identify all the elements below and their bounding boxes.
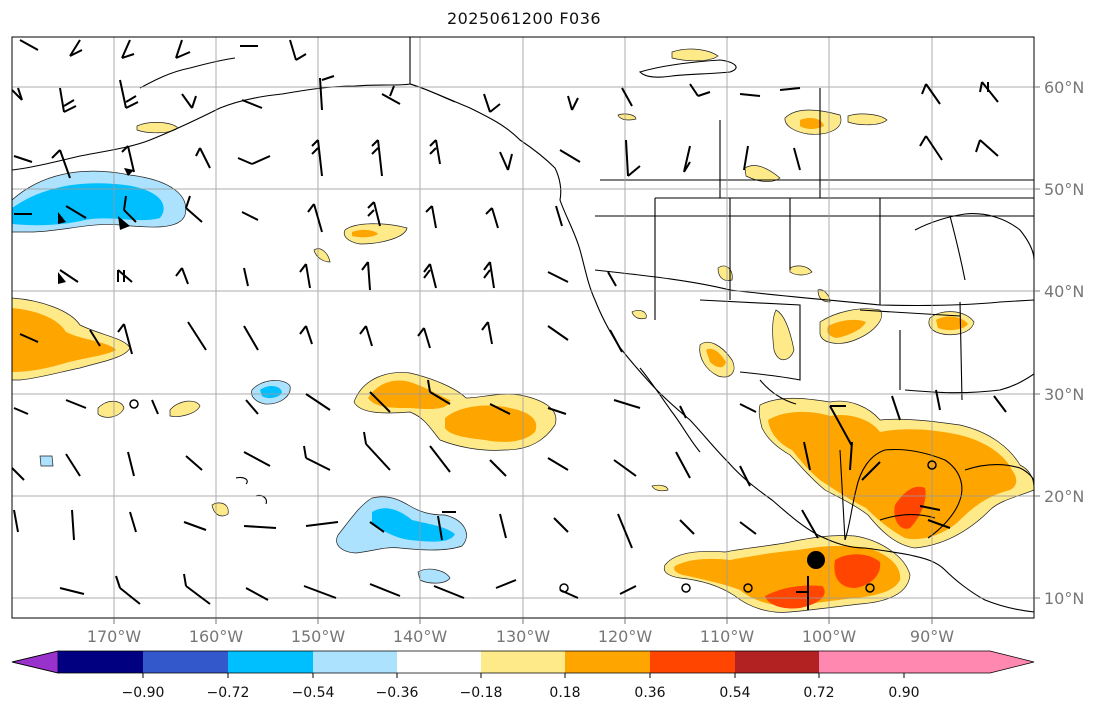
longitude-label: 140°W: [393, 627, 448, 646]
colorbar-segment: [735, 651, 819, 673]
colorbar-tick-label: −0.90: [122, 685, 165, 701]
coastlines: [12, 37, 1034, 613]
colorbar-segment: [58, 651, 143, 673]
latitude-label: 60°N: [1044, 78, 1084, 97]
colorbar-segment: [143, 651, 228, 673]
gridlines: [12, 37, 1034, 618]
colorbar: −0.90 −0.72 −0.54 −0.36 −0.18 0.18 0.36 …: [11, 650, 1035, 701]
latitude-label: 20°N: [1044, 487, 1084, 506]
colorbar-segment: [481, 651, 565, 673]
longitude-label: 160°W: [189, 627, 244, 646]
colorbar-extend-max: [904, 651, 1034, 673]
colorbar-ticks: [142, 673, 905, 678]
map-title: 2025061200 F036: [446, 9, 602, 28]
longitude-label: 170°W: [87, 627, 142, 646]
wind-barbs: [12, 39, 1007, 610]
colorbar-outline: [11, 650, 1035, 674]
colorbar-segment: [228, 651, 313, 673]
colorbar-segment: [565, 651, 650, 673]
colorbar-segment: [397, 651, 481, 673]
longitude-label: 150°W: [291, 627, 346, 646]
colorbar-segment: [650, 651, 735, 673]
colorbar-tick-label: −0.54: [292, 685, 335, 701]
colorbar-segment: [819, 651, 904, 673]
latitude-labels: 60°N 50°N 40°N 30°N 20°N 10°N: [1044, 78, 1084, 608]
longitude-label: 110°W: [700, 627, 755, 646]
colorbar-tick-label: −0.18: [460, 685, 503, 701]
latitude-label: 10°N: [1044, 589, 1084, 608]
longitude-label: 100°W: [802, 627, 857, 646]
longitude-label: 90°W: [910, 627, 954, 646]
map-area: [12, 37, 1034, 618]
latitude-label: 30°N: [1044, 385, 1084, 404]
colorbar-tick-label: 0.36: [634, 685, 665, 701]
colorbar-extend-min: [11, 650, 59, 674]
colorbar-tick-label: 0.18: [549, 685, 580, 701]
colorbar-tick-label: −0.36: [376, 685, 419, 701]
axis-ticks: [113, 86, 1040, 624]
colorbar-tick-label: −0.72: [207, 685, 250, 701]
anomaly-fills: [12, 48, 1034, 613]
colorbar-tick-label: 0.72: [803, 685, 834, 701]
longitude-label: 130°W: [496, 627, 551, 646]
longitude-labels: 170°W 160°W 150°W 140°W 130°W 120°W 110°…: [87, 627, 954, 646]
colorbar-tick-label: 0.54: [719, 685, 750, 701]
calm-markers: [58, 168, 937, 593]
latitude-label: 50°N: [1044, 180, 1084, 199]
colorbar-tick-label: 0.90: [888, 685, 919, 701]
longitude-label: 120°W: [598, 627, 653, 646]
colorbar-segment: [313, 651, 397, 673]
latitude-label: 40°N: [1044, 282, 1084, 301]
